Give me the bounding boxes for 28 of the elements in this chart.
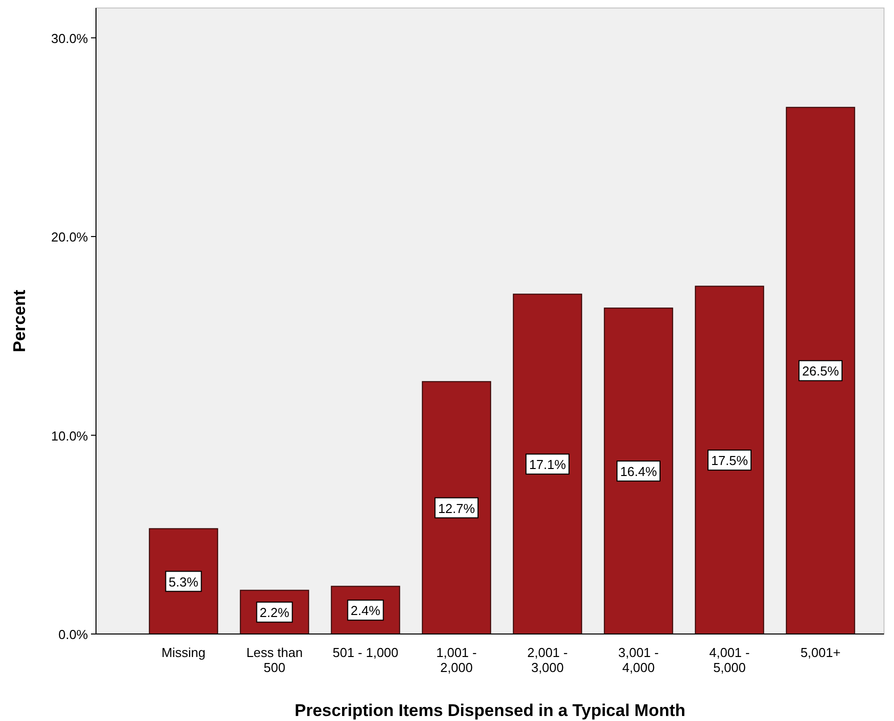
- x-tick-label: 501 - 1,000: [332, 645, 398, 660]
- bar: [604, 308, 674, 634]
- bar: [786, 106, 856, 634]
- y-tick-label: 0.0%: [58, 627, 88, 642]
- data-label: 12.7%: [438, 500, 476, 516]
- data-label: 26.5%: [802, 364, 840, 379]
- data-label: 17.1%: [529, 457, 566, 472]
- y-tick-label: 20.0%: [51, 230, 88, 245]
- bar: [512, 294, 582, 634]
- bar: [694, 286, 764, 634]
- bar: [148, 528, 218, 634]
- x-tick-label: 2,001 - 3,000: [527, 645, 568, 675]
- x-tick-label: 4,001 - 5,000: [709, 645, 750, 675]
- data-label: 16.4%: [620, 464, 658, 480]
- x-tick-label: 5,001+: [800, 645, 841, 660]
- y-tick-label: 10.0%: [51, 428, 88, 444]
- x-tick-label: Less than 500: [246, 645, 303, 675]
- x-axis-title: Prescription Items Dispensed in a Typical Month: [294, 701, 686, 720]
- data-label: 2.4%: [350, 603, 381, 618]
- data-label: 17.5%: [711, 453, 748, 468]
- x-tick-label: 3,001 - 4,000: [618, 645, 659, 675]
- x-tick-label: Missing: [161, 645, 206, 660]
- y-axis-title: Percent: [10, 289, 29, 352]
- x-tick-label: 1,001 - 2,000: [436, 645, 477, 675]
- data-label: 2.2%: [260, 605, 290, 620]
- bar: [422, 381, 492, 634]
- y-tick-label: 30.0%: [51, 30, 88, 46]
- data-label: 5.3%: [168, 574, 199, 590]
